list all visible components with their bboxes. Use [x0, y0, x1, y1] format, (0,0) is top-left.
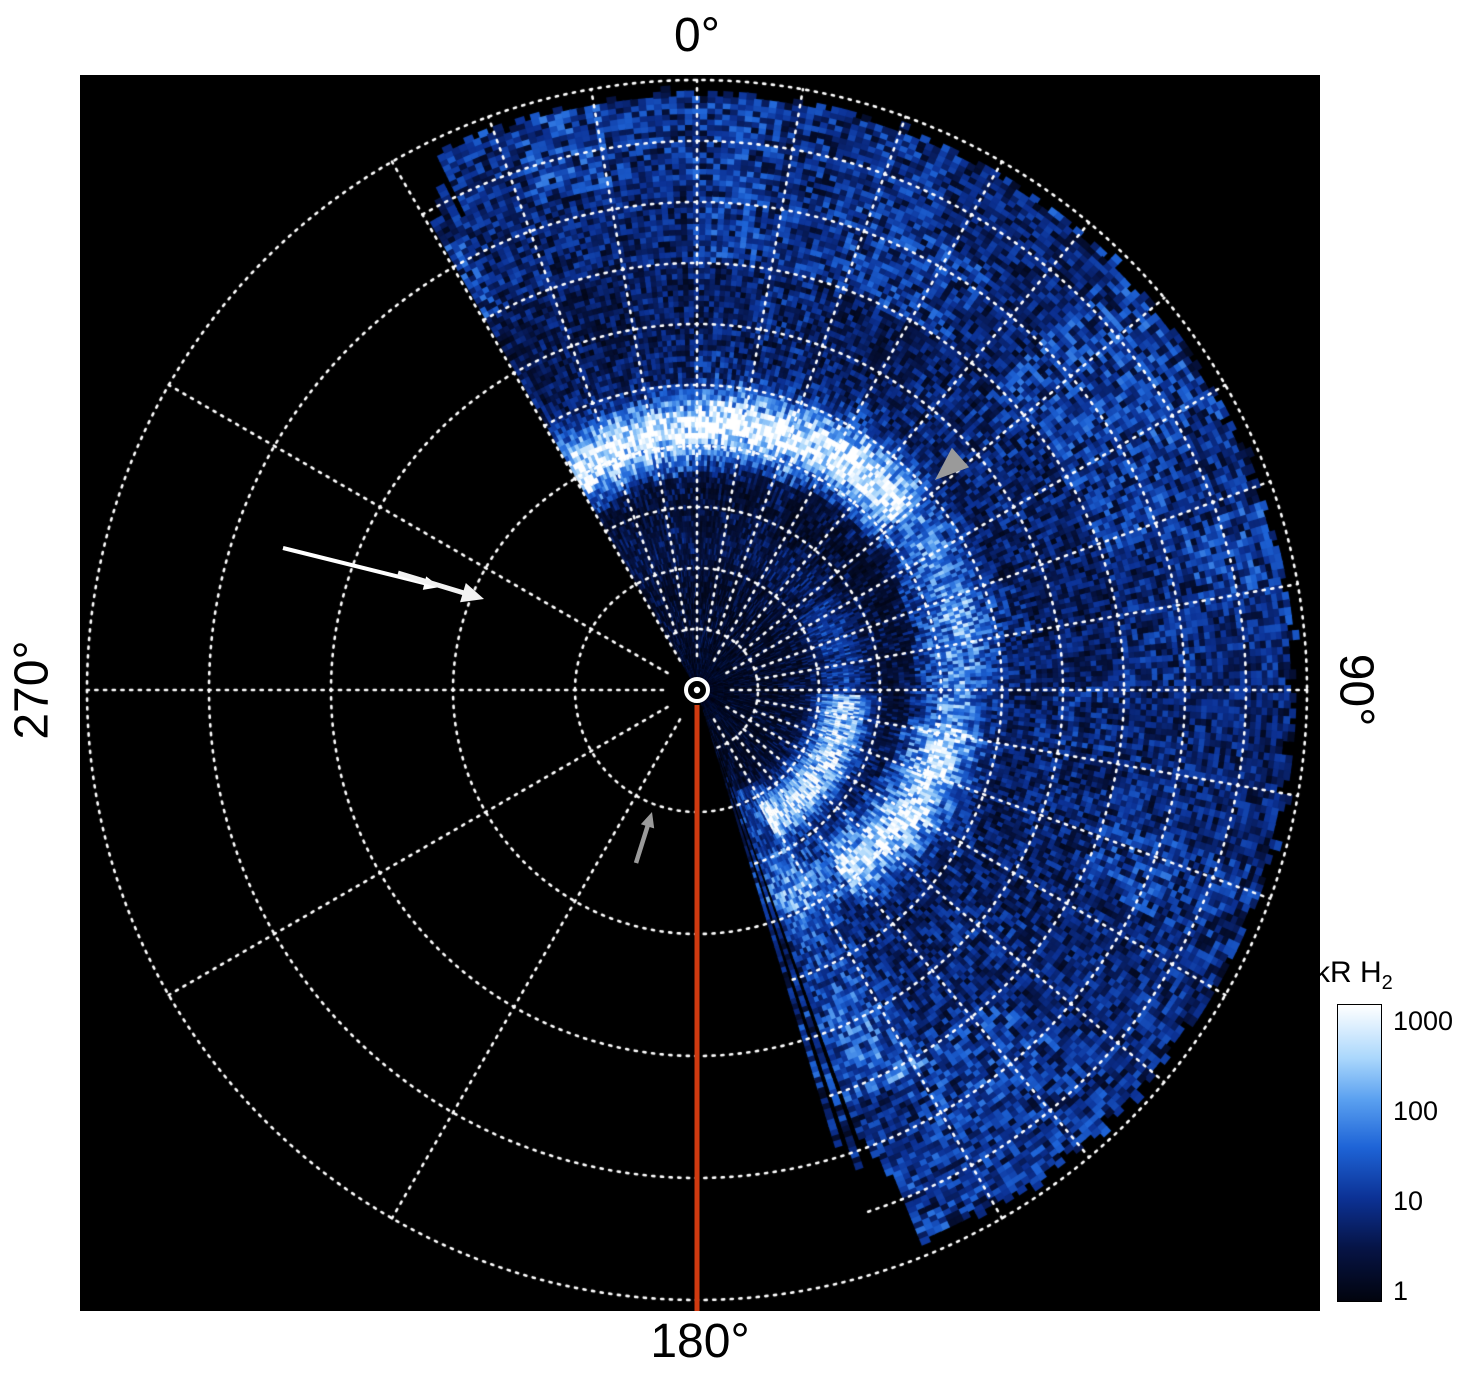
- angle-label-180: 180°: [650, 1315, 750, 1368]
- polar-plot-area: [80, 75, 1320, 1311]
- colorbar-gradient: [1337, 1004, 1382, 1302]
- angle-label-0: 0°: [674, 9, 720, 62]
- aurora-heatmap-canvas: [80, 75, 1320, 1311]
- colorbar-title: kR H2: [1315, 956, 1393, 994]
- colorbar-tick-10: 10: [1393, 1186, 1424, 1216]
- colorbar-tick-100: 100: [1393, 1096, 1439, 1126]
- angle-label-270: 270°: [5, 640, 59, 740]
- colorbar-tick-1: 1: [1393, 1276, 1409, 1306]
- colorbar-tick-1000: 1000: [1393, 1006, 1454, 1036]
- angle-label-90: 90°: [1329, 653, 1383, 727]
